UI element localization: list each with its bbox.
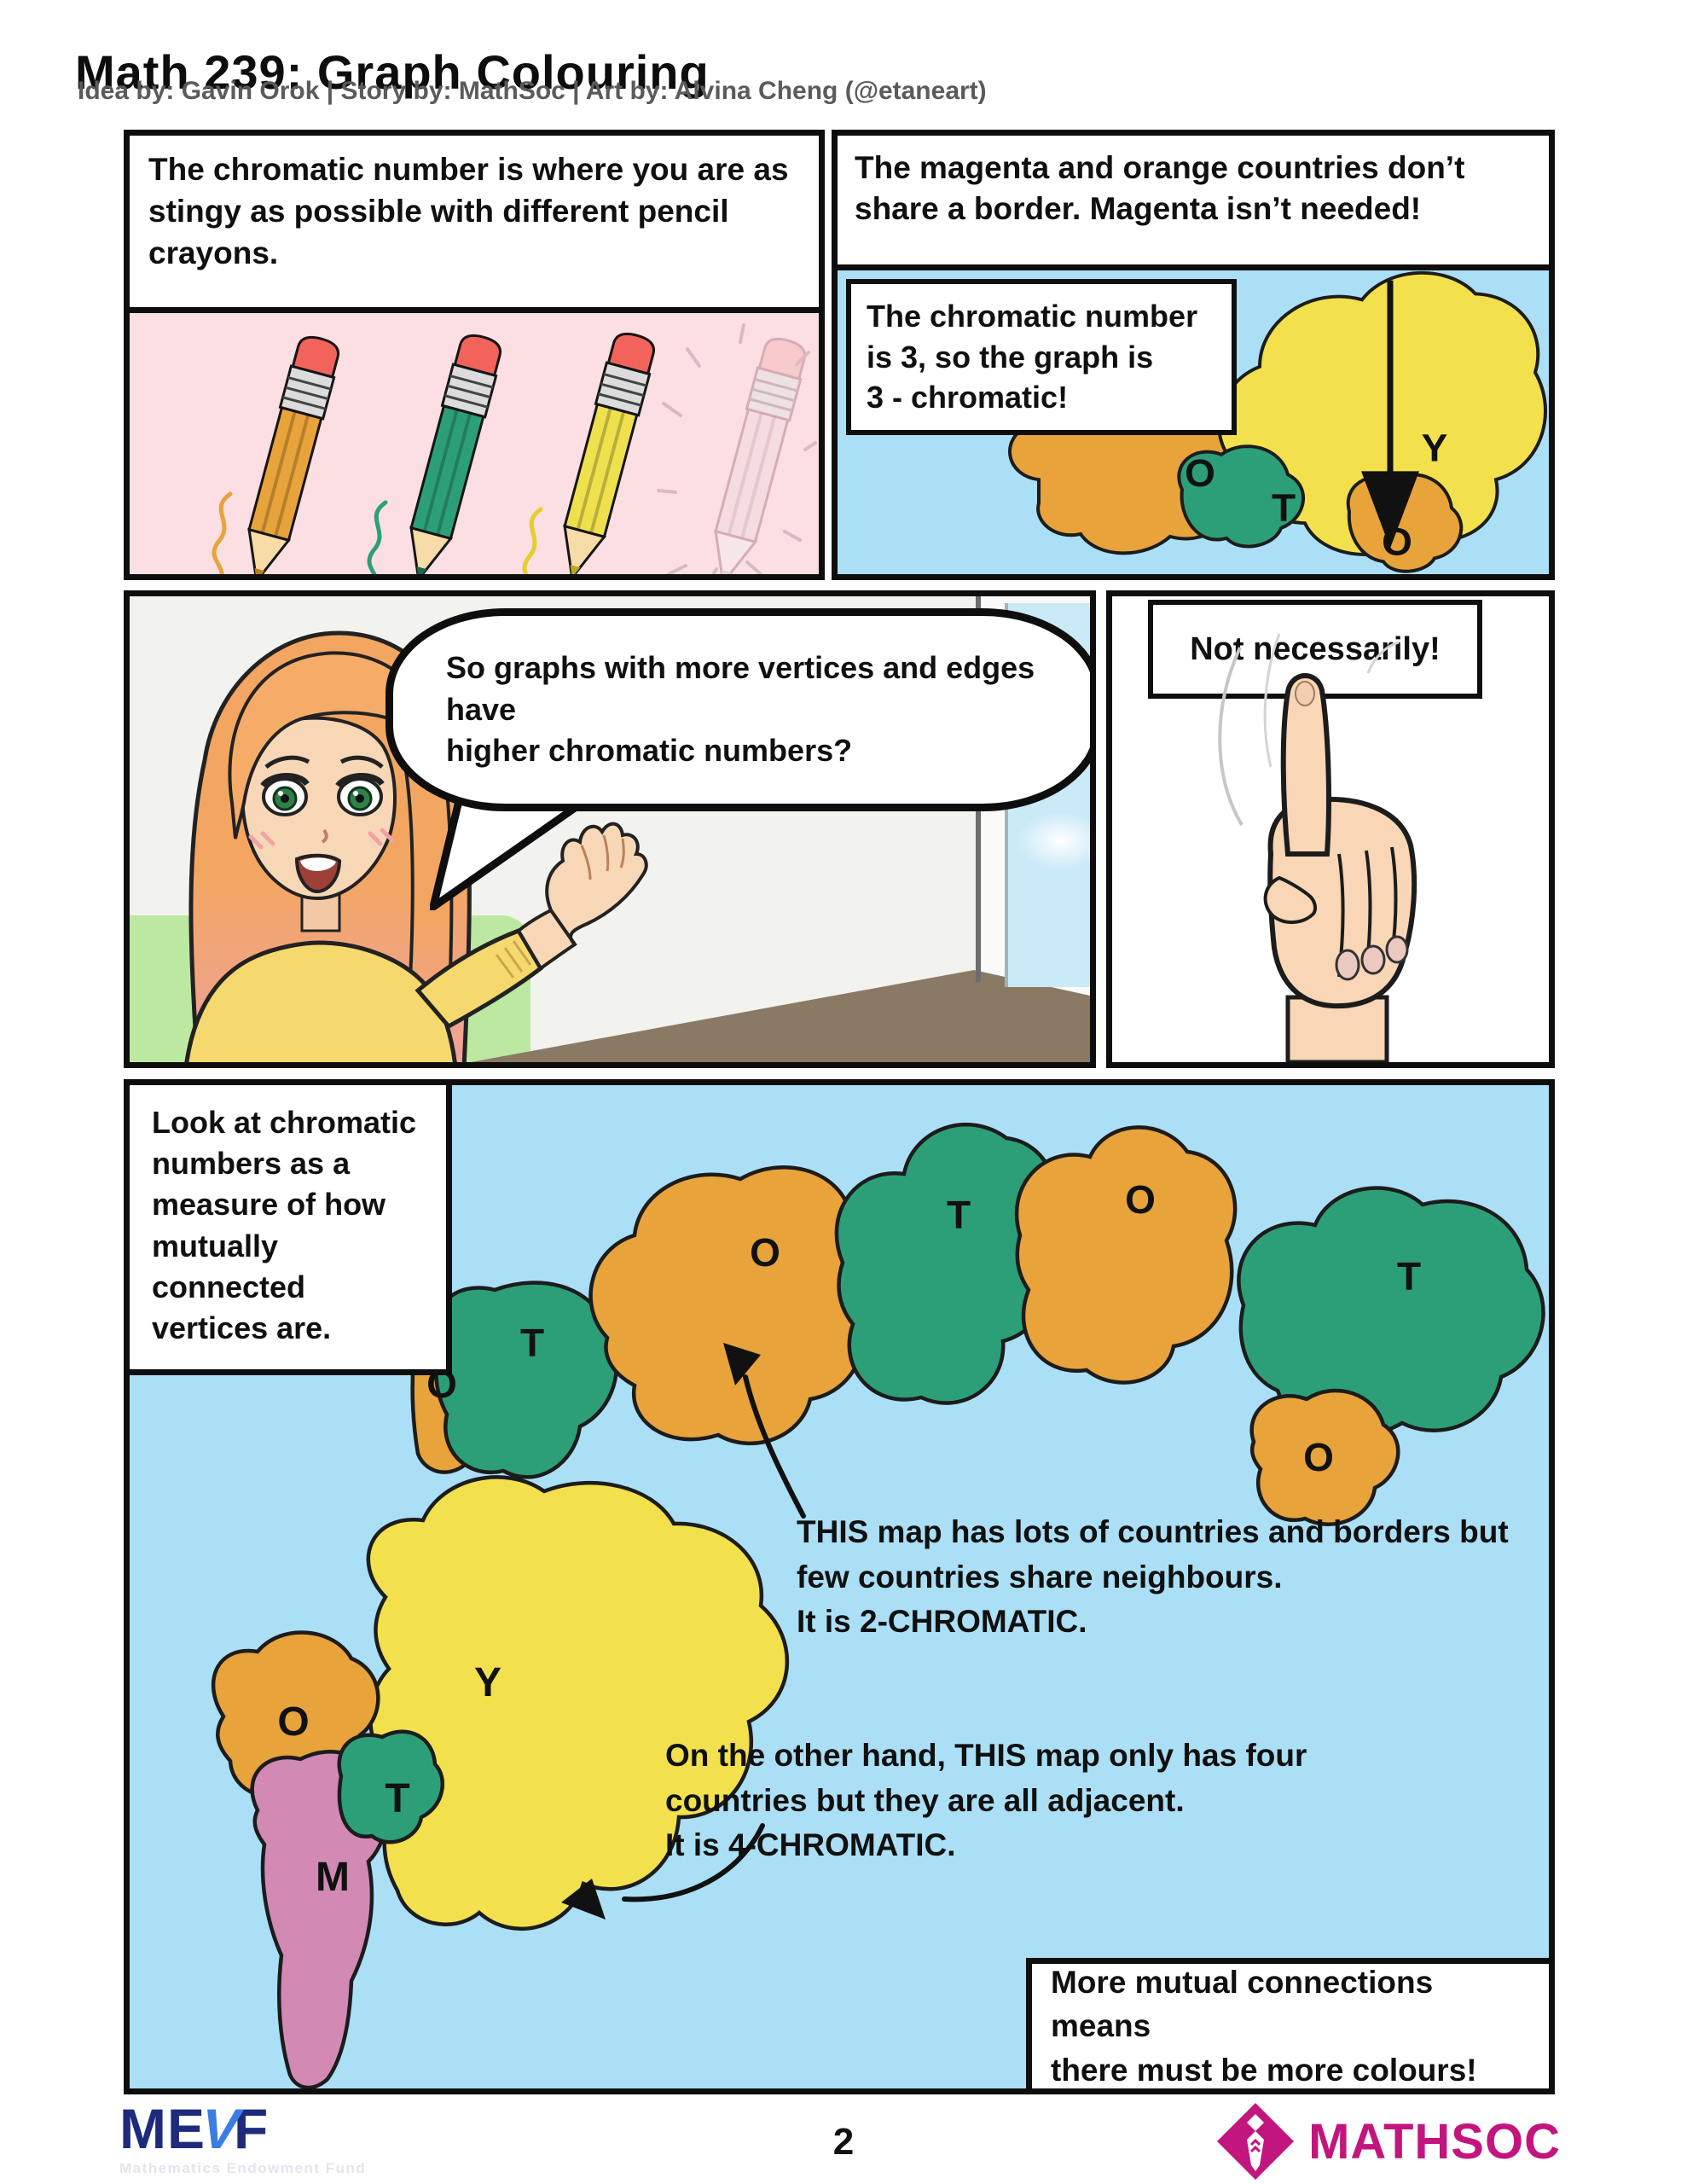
speech-bubble: So graphs with more vertices and edges h… xyxy=(386,608,1090,811)
eu-country-orange-3 xyxy=(1014,1125,1238,1385)
down-arrow-head xyxy=(1361,471,1419,549)
blush xyxy=(248,828,395,850)
thumb xyxy=(1263,875,1317,924)
eyebrow-left xyxy=(264,755,310,770)
credits: Idea by: Gavin Orok | Story by: MathSoc … xyxy=(78,77,987,105)
knuckle-nail-2 xyxy=(1360,944,1386,975)
sketch-arc-2 xyxy=(1263,633,1281,768)
mef-logo-me: ME xyxy=(119,2097,206,2160)
pointing-hand xyxy=(1218,633,1417,1062)
sa-country-teal xyxy=(337,1729,445,1844)
map3-note: The chromatic number is 3, so the graph … xyxy=(846,279,1237,435)
eu-label-t2: T xyxy=(947,1193,971,1237)
label-teal: T xyxy=(1272,487,1296,531)
page-title: Math 239: Graph Colouring xyxy=(75,44,710,99)
index-finger xyxy=(1280,673,1331,857)
map1-annotation: THIS map has lots of countries and borde… xyxy=(797,1514,1509,1640)
arrow-to-map2-shaft xyxy=(622,1823,765,1902)
eu-label-t1: T xyxy=(520,1321,544,1365)
mef-logo-subtext: Mathematics Endowment Fund xyxy=(119,2160,367,2176)
eyebrow-right xyxy=(339,755,384,769)
eye-left xyxy=(260,772,310,816)
panel-three-chromatic-map: The magenta and orange countries don’t s… xyxy=(832,130,1555,580)
speech-bubble-tail xyxy=(430,799,587,910)
big-note: Look at chromatic numbers as a measure o… xyxy=(124,1079,452,1376)
teeth xyxy=(300,857,336,871)
eu-country-teal-1 xyxy=(434,1281,619,1479)
panel-answer: Not necessarily! xyxy=(1106,590,1555,1068)
orange-pencil xyxy=(247,335,340,574)
mef-logo: MEVF Mathematics Endowment Fund xyxy=(119,2097,367,2177)
hand-open xyxy=(545,822,648,946)
map3-area: O Y T O The chromatic number is 3, so th… xyxy=(838,270,1549,574)
nose xyxy=(321,828,328,844)
label-yellow: Y xyxy=(1422,427,1448,470)
conclusion-box: More mutual connections means there must… xyxy=(1026,1958,1555,2094)
yellow-pencil xyxy=(563,332,656,574)
label-orange-bottom: O xyxy=(1382,520,1412,564)
arrow-to-map1-shaft xyxy=(743,1374,806,1519)
map2-annotation: On the other hand, THIS map only has fou… xyxy=(665,1738,1307,1863)
pencils-caption: The chromatic number is where you are as… xyxy=(130,136,819,313)
eu-label-o3: O xyxy=(1125,1177,1156,1222)
pencils-drawing xyxy=(212,323,817,574)
country-teal xyxy=(1177,444,1306,549)
arrow-to-map2-head xyxy=(561,1879,606,1920)
mef-logo-f: F xyxy=(234,2097,270,2160)
eu-label-o4: O xyxy=(1303,1435,1334,1479)
sa-label-t: T xyxy=(385,1776,409,1821)
eu-country-orange-2 xyxy=(588,1165,879,1446)
sketch-arc-3 xyxy=(1366,641,1400,674)
eu-label-o2: O xyxy=(750,1230,780,1275)
sa-label-m: M xyxy=(316,1855,350,1900)
faded-pink-pencil xyxy=(714,337,807,574)
pencil-illustration xyxy=(130,313,819,574)
sa-label-y: Y xyxy=(474,1660,501,1705)
knuckle-nail-1 xyxy=(1335,949,1360,981)
knuckle-nail-3 xyxy=(1385,935,1409,964)
panel-big-maps: O T O T O T O Y O T M Look at chromatic … xyxy=(124,1079,1555,2094)
burst-lines xyxy=(657,323,817,574)
arrow-to-map1-head xyxy=(723,1343,761,1385)
face xyxy=(241,716,397,901)
panel-pencils: The chromatic number is where you are as… xyxy=(124,130,825,580)
mathsoc-logo-text: MATHSOC xyxy=(1308,2113,1561,2169)
mathsoc-tie-icon xyxy=(1217,2103,1295,2180)
answer-caption: Not necessarily! xyxy=(1148,600,1482,699)
sa-country-magenta xyxy=(250,1750,389,2088)
teal-squiggle xyxy=(367,500,388,574)
label-orange-left: O xyxy=(1185,451,1215,495)
sa-label-o: O xyxy=(277,1699,309,1745)
mathsoc-logo: MATHSOC xyxy=(1215,2100,1561,2182)
orange-squiggle xyxy=(212,491,233,574)
page-number: 2 xyxy=(832,2121,855,2163)
eu-country-orange-4 xyxy=(1249,1388,1400,1526)
map3-caption: The magenta and orange countries don’t s… xyxy=(838,136,1549,270)
eu-label-t3: T xyxy=(1397,1254,1421,1298)
cuff-ribs xyxy=(495,940,532,979)
yellow-squiggle xyxy=(522,507,543,574)
panel-question: So graphs with more vertices and edges h… xyxy=(124,590,1096,1068)
finger-lines xyxy=(580,834,625,880)
eye-right xyxy=(335,772,385,816)
sketch-arc-1 xyxy=(1218,647,1244,827)
fingernail xyxy=(1295,681,1315,706)
teal-pencil xyxy=(409,334,502,574)
